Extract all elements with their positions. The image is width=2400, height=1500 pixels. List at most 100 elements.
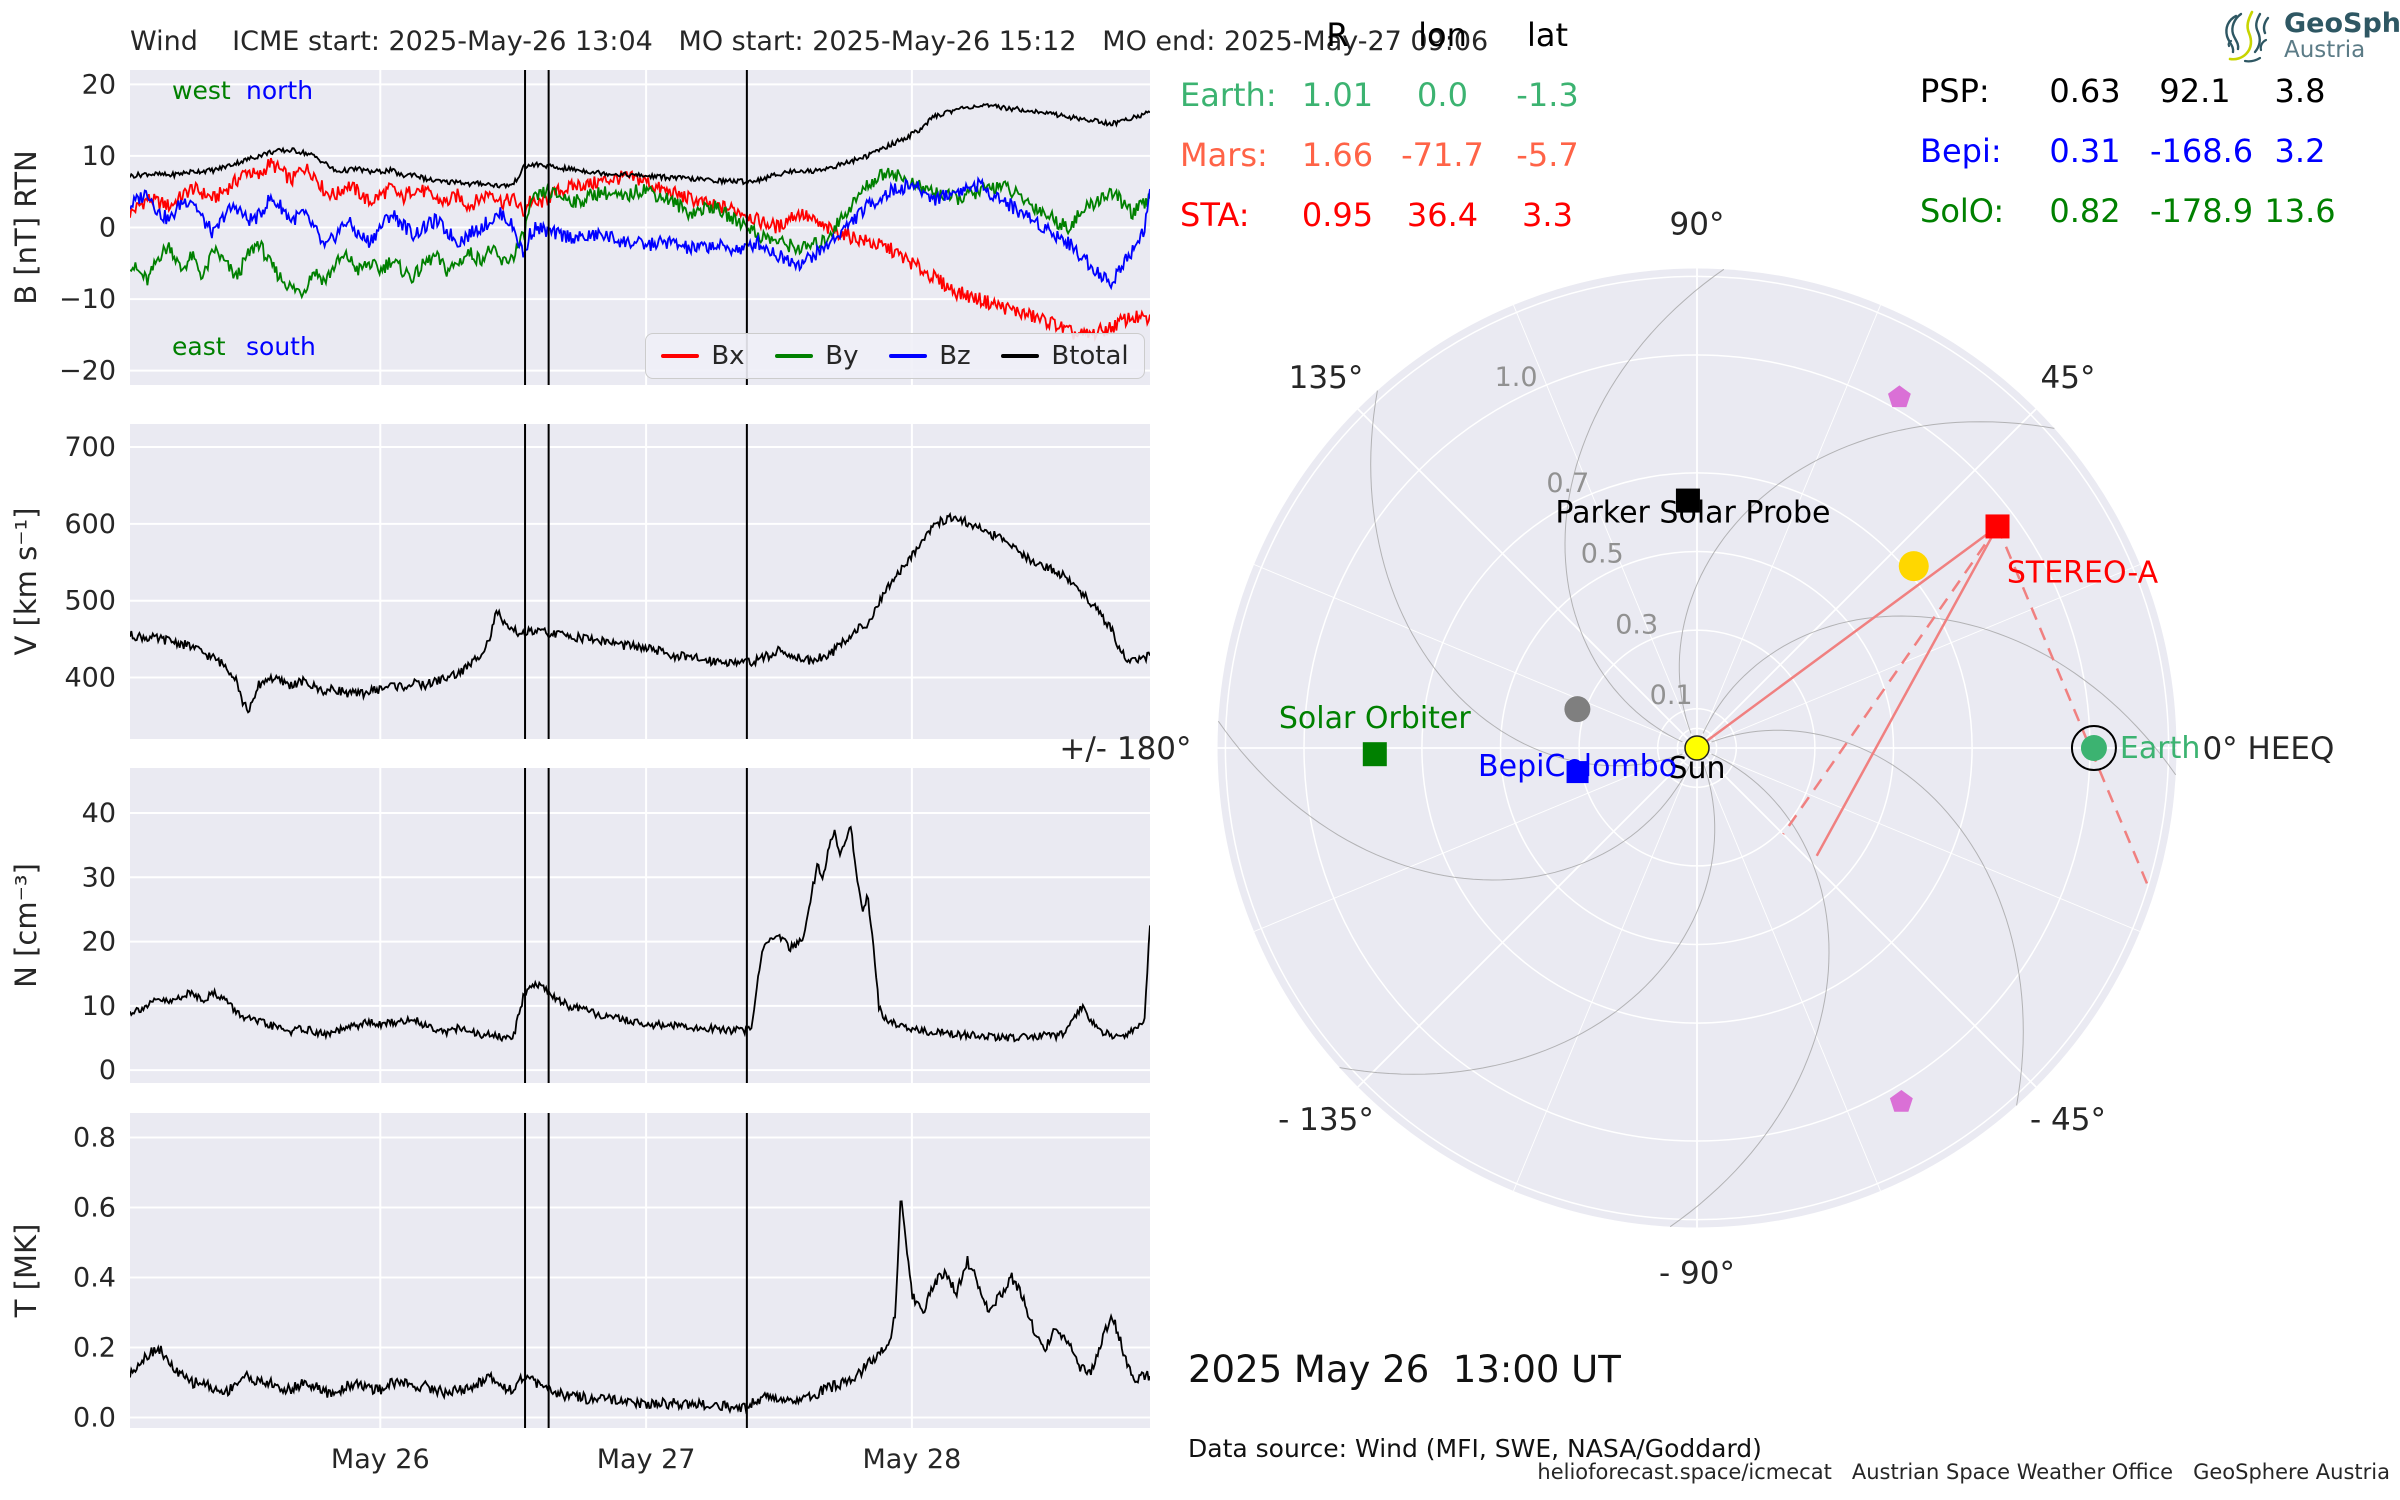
by-line-swatch [775, 354, 814, 358]
table-row-psp: PSP: 0.63 92.1 3.8 [1920, 72, 2360, 110]
bepicolombo-marker: BepiColombo [1478, 749, 1677, 784]
series-Btotal [130, 102, 1150, 190]
coords-table-right: PSP: 0.63 92.1 3.8 Bepi: 0.31 -168.6 3.2… [1920, 0, 2336, 230]
coords-table-left-header: R lon lat [1180, 16, 1600, 54]
parker-spiral-line [1711, 729, 2024, 1106]
legend-item-bz: Bz [889, 341, 971, 371]
table-row-bepi: Bepi: 0.31 -168.6 3.2 [1920, 132, 2360, 170]
table-row-solo: SolO: 0.82 -178.9 13.6 [1920, 192, 2360, 230]
timeseries-panel-3: 40 30 20 10 0 N [cm⁻³] [9, 768, 1150, 1086]
mercury-marker [1564, 696, 1591, 723]
parker-spiral-line [1564, 268, 1725, 743]
col-header-r: R [1326, 16, 1349, 54]
cme-direction-line-dashed [1782, 525, 1999, 835]
radius-tick-label: 0.3 [1615, 609, 1658, 640]
legend-label-by: By [825, 341, 859, 371]
legend-item-bx: Bx [661, 341, 745, 371]
y-axis-label: B [nT] RTN [9, 150, 43, 305]
lagrange-l5-marker [1889, 1090, 1913, 1112]
venus-marker [1898, 551, 1929, 582]
timeseries-panel-1: 20 10 0 −10 −20 B [nT] RTN [9, 69, 1150, 387]
series-N [130, 825, 1150, 1043]
cme-direction-line-solid [1705, 525, 1999, 743]
angle-tick-label: - 45° [2030, 1102, 2106, 1138]
legend-label-btotal: Btotal [1051, 341, 1129, 371]
y-tick-label: 0.2 [73, 1333, 116, 1364]
x-tick-label: May 26 [331, 1444, 430, 1475]
solar-orbiter-label: Solar Orbiter [1279, 701, 1472, 736]
y-tick-label: 0.4 [73, 1263, 116, 1294]
y-axis-label: V [km s⁻¹] [9, 508, 43, 656]
annotation-north: north [246, 76, 314, 105]
y-tick-label: 600 [64, 509, 116, 540]
y-tick-label: 0.0 [73, 1403, 116, 1434]
angle-tick-label: 90° [1670, 206, 1725, 242]
btotal-line-swatch [1001, 354, 1040, 358]
stereo-a-label: STEREO-A [2007, 555, 2159, 590]
solar-orbiter-marker: Solar Orbiter [1279, 701, 1472, 767]
radius-tick-label: 0.5 [1581, 539, 1624, 570]
parker-spiral-line [1339, 762, 1716, 1075]
annotation-south: south [246, 332, 316, 361]
psp-lat: 3.8 [2274, 72, 2326, 110]
angle-tick-label: 135° [1289, 360, 1364, 396]
col-header-lat: lat [1526, 16, 1569, 54]
parker-spiral-line [1678, 421, 2055, 734]
series-V [130, 511, 1150, 714]
row-label: PSP: [1920, 72, 1990, 110]
series-Bz [130, 175, 1150, 291]
sun-marker: Sun [1668, 735, 1726, 786]
annotation-east: east [172, 332, 226, 361]
row-label: Bepi: [1920, 132, 2002, 170]
logo-name: GeoSphere [2284, 8, 2400, 39]
bepi-r: 0.31 [2049, 132, 2121, 170]
angle-tick-label: 45° [2041, 360, 2096, 396]
earth-lat: -1.3 [1516, 76, 1579, 114]
y-tick-label: 20 [82, 69, 116, 100]
bz-line-swatch [889, 354, 928, 358]
parker-solar-probe-marker: Parker Solar Probe [1555, 488, 1831, 531]
bepi-lat: 3.2 [2274, 132, 2326, 170]
y-tick-label: 30 [82, 862, 116, 893]
bepi-lon: -168.6 [2150, 132, 2254, 170]
annotation-west: west [172, 76, 231, 105]
timeseries-panel-4: 0.8 0.6 0.4 0.2 0.0 T [MK] May 26 May 27 May 28 [9, 1113, 1150, 1475]
timeseries-panel-2: 700 600 500 400 V [km s⁻¹] [9, 424, 1150, 739]
solo-lat: 13.6 [2264, 192, 2336, 230]
legend-item-btotal: Btotal [1001, 341, 1129, 371]
mars-r: 1.66 [1301, 136, 1374, 174]
bfield-legend: Bx By Bz Btotal [645, 333, 1145, 379]
series-T [130, 1200, 1150, 1415]
coords-table-left: R lon lat Earth: 1.01 0.0 -1.3 Mars: 1.6… [1180, 0, 1579, 234]
psp-lon: 92.1 [2159, 72, 2231, 110]
y-tick-label: 0.6 [73, 1193, 116, 1224]
angle-tick-label: - 90° [1659, 1256, 1735, 1292]
y-tick-label: 0 [99, 1055, 116, 1086]
row-label: SolO: [1920, 192, 2005, 230]
earth-lon: 0.0 [1417, 76, 1468, 114]
table-row-earth: Earth: 1.01 0.0 -1.3 [1180, 76, 1600, 114]
radius-tick-label: 1.0 [1495, 362, 1538, 393]
credits-line: helioforecast.space/icmecat Austrian Spa… [1537, 1460, 2390, 1484]
solo-r: 0.82 [2049, 192, 2121, 230]
series-By [130, 167, 1150, 300]
y-tick-label: 0.8 [73, 1123, 116, 1154]
earth-r: 1.01 [1301, 76, 1374, 114]
angle-tick-label: +/- 180° [1059, 731, 1191, 767]
earth-label: Earth [2120, 731, 2200, 766]
earth-marker: Earth [2070, 725, 2200, 771]
plot-title: Wind ICME start: 2025-May-26 13:04 MO st… [130, 26, 1489, 57]
row-label: Earth: [1180, 76, 1277, 114]
solo-lon: -178.9 [2150, 192, 2254, 230]
lagrange-l4-marker [1888, 385, 1911, 408]
earth-ring [2070, 725, 2117, 771]
angle-tick-label: 0° HEEQ [2202, 731, 2334, 767]
y-tick-label: 400 [64, 663, 116, 694]
geosphere-logo: GeoSphere Austria [2222, 8, 2400, 66]
legend-label-bz: Bz [939, 341, 971, 371]
angle-tick-label: - 135° [1278, 1102, 1374, 1138]
sta-lon: 36.4 [1406, 196, 1479, 234]
parker-spiral-line [1669, 753, 1830, 1228]
sta-r: 0.95 [1301, 196, 1374, 234]
